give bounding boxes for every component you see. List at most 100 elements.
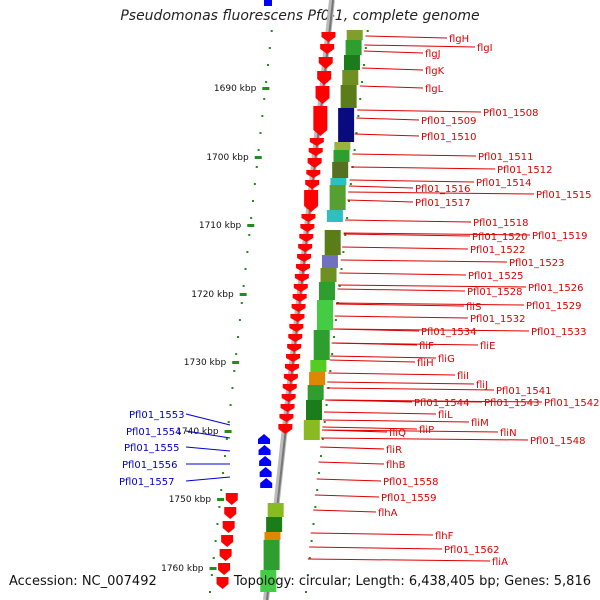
- leader-line: [339, 272, 467, 276]
- leader-line: [347, 199, 414, 203]
- leader-line: [345, 219, 472, 223]
- scale-dot: [355, 132, 358, 134]
- feature-block: [266, 517, 283, 532]
- scale-dot: [210, 574, 213, 576]
- gene-label: Pfl01_1515: [536, 190, 592, 201]
- scale-tick-label: 1760 kbp: [161, 564, 204, 574]
- scale-dot: [349, 183, 352, 185]
- scale-dot: [259, 132, 262, 134]
- forward-gene-arrow: [291, 304, 306, 312]
- forward-gene-arrow: [219, 549, 232, 561]
- gene-label: fliS: [466, 302, 481, 313]
- scale-tick-label: 1730 kbp: [184, 358, 227, 368]
- gene-label: Pfl01_1517: [415, 198, 471, 209]
- scale-dot: [225, 438, 228, 440]
- feature-block: [318, 282, 335, 300]
- gene-label: Pfl01_1508: [483, 108, 539, 119]
- forward-gene-arrow: [304, 190, 319, 212]
- scale-tick: [239, 293, 247, 296]
- forward-gene-arrow: [224, 507, 237, 519]
- feature-block: [309, 372, 326, 385]
- scale-dot: [216, 523, 219, 525]
- leader-line: [326, 387, 495, 391]
- feature-block: [307, 385, 324, 400]
- scale-dot: [331, 353, 334, 355]
- scale-tick: [247, 224, 255, 227]
- leader-line: [322, 429, 499, 433]
- gene-label: fliG: [438, 354, 455, 365]
- feature-block: [317, 300, 333, 330]
- leader-line: [307, 558, 491, 562]
- gene-label: Pfl01_1541: [496, 386, 552, 397]
- forward-gene-arrow: [283, 374, 298, 382]
- leader-line: [352, 153, 477, 157]
- gene-label: flhB: [386, 460, 406, 471]
- gene-label: Pfl01_1520: [472, 232, 528, 243]
- scale-tick-label: 1710 kbp: [199, 221, 242, 231]
- gene-label: Pfl01_1559: [381, 493, 437, 504]
- forward-gene-arrow: [222, 521, 235, 533]
- feature-block: [338, 108, 355, 142]
- leader-line: [185, 446, 231, 452]
- gene-label: fliP: [419, 425, 434, 436]
- scale-tick: [254, 156, 262, 159]
- feature-block: [260, 570, 277, 592]
- feature-block: [267, 503, 284, 517]
- gene-label: Pfl01_1562: [444, 545, 500, 556]
- scale-dot: [348, 200, 350, 202]
- leader-line: [343, 232, 531, 236]
- leader-line: [185, 430, 231, 439]
- forward-gene-arrow: [294, 274, 309, 282]
- scale-dot: [242, 285, 245, 287]
- scale-tick-label: 1700 kbp: [206, 153, 249, 163]
- forward-gene-arrow: [282, 384, 297, 392]
- forward-gene-arrow: [295, 264, 310, 272]
- scale-dot: [359, 98, 362, 100]
- gene-label: fliF: [419, 341, 434, 352]
- scale-dot: [235, 353, 238, 355]
- scale-dot: [361, 81, 364, 83]
- leader-line: [185, 413, 231, 426]
- forward-gene-arrow: [281, 394, 296, 402]
- scale-dot: [321, 438, 324, 440]
- scale-dot: [340, 268, 343, 270]
- gene-label: Pfl01_1534: [421, 327, 477, 338]
- scale-dot: [212, 557, 215, 559]
- leader-line: [325, 399, 543, 403]
- leader-line: [349, 179, 475, 183]
- forward-gene-arrow: [317, 71, 332, 85]
- scale-dot: [222, 472, 225, 474]
- leader-line: [321, 437, 529, 441]
- forward-gene-arrow: [293, 284, 308, 292]
- scale-dot: [329, 370, 332, 372]
- scale-dot: [364, 47, 367, 49]
- reverse-gene-arrow: [260, 478, 273, 488]
- leader-line: [357, 109, 482, 113]
- scale-dot: [248, 234, 251, 236]
- leader-line: [348, 185, 414, 189]
- leader-line: [324, 411, 437, 415]
- accession-text: Accession: NC_007492: [9, 574, 157, 589]
- leader-line: [318, 461, 385, 465]
- reverse-gene-arrow: [259, 456, 272, 466]
- scale-dot: [325, 404, 328, 406]
- scale-tick: [209, 567, 217, 570]
- gene-label: flgL: [425, 84, 444, 95]
- feature-block: [333, 150, 350, 162]
- scale-dot: [338, 285, 341, 287]
- gene-label: Pfl01_1553: [129, 410, 185, 421]
- feature-block: [332, 162, 349, 178]
- forward-gene-arrow: [286, 354, 301, 362]
- feature-block: [263, 540, 280, 570]
- forward-gene-arrow: [301, 214, 316, 222]
- feature-block: [340, 85, 357, 108]
- forward-gene-arrow: [289, 324, 304, 332]
- scale-dot: [237, 336, 240, 338]
- gene-label: flgI: [477, 43, 493, 54]
- scale-dot: [270, 30, 273, 32]
- leader-line: [340, 259, 508, 263]
- gene-label: Pfl01_1556: [122, 460, 178, 471]
- map-title: Pseudomonas fluorescens Pf0-1, complete …: [120, 8, 480, 24]
- gene-label: fliR: [386, 445, 402, 456]
